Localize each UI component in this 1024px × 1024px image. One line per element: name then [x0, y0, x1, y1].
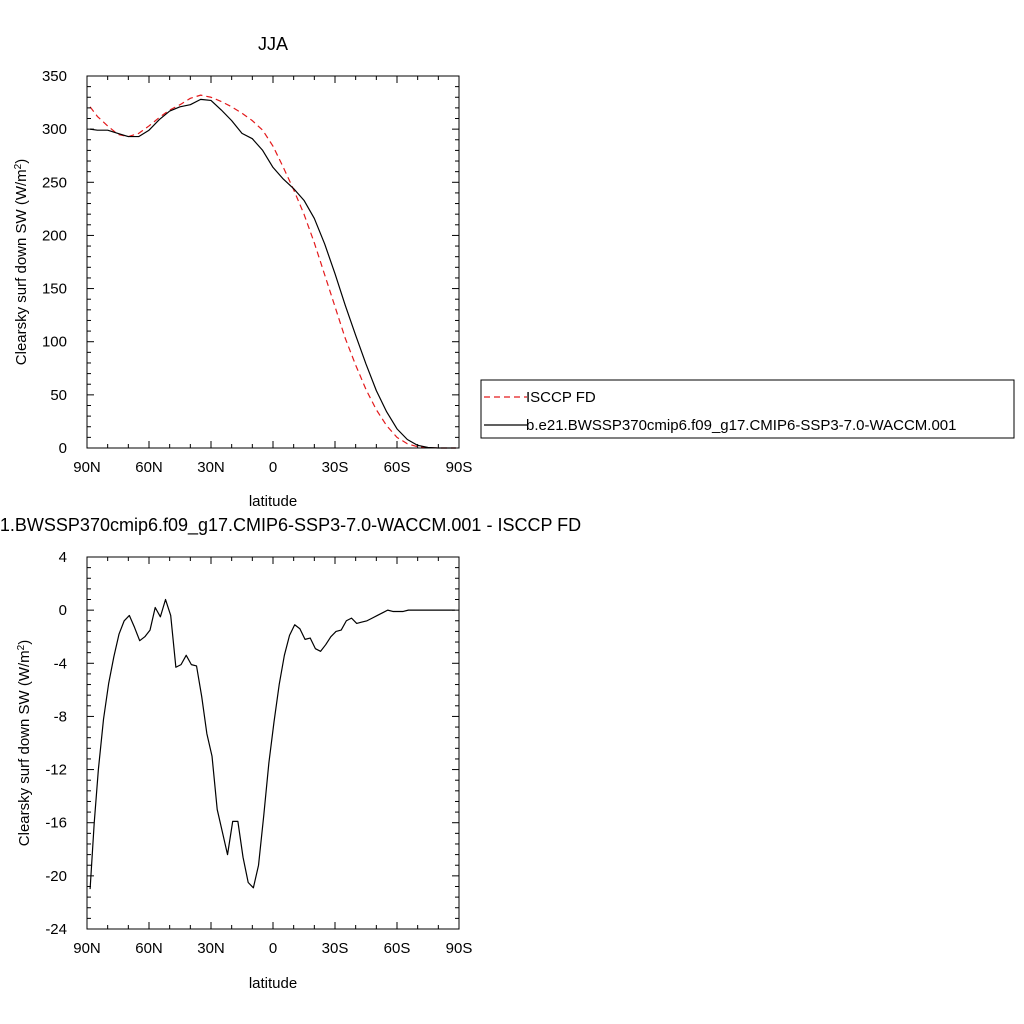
series-line-isccp-fd: [89, 94, 456, 449]
top-y-tick-label: 350: [42, 68, 67, 85]
top-plot-frame: [86, 75, 460, 449]
bottom-y-tick-label: -20: [45, 868, 67, 885]
top-y-tick-label: 200: [42, 227, 67, 244]
legend-box: [480, 379, 1015, 439]
top-y-axis-label: Clearsky surf down SW (W/m2): [13, 159, 31, 365]
bottom-x-tick-label: 0: [269, 940, 277, 957]
bottom-x-tick-label: 30N: [197, 940, 225, 957]
bottom-y-axis-label-sup: 2: [16, 644, 27, 650]
bottom-x-tick-label: 60S: [384, 940, 411, 957]
top-x-tick-label: 30S: [322, 459, 349, 476]
top-axes: 90N 60N 30N 0 30S 60S 90S 0 50 100 150 200 250 300 350: [42, 68, 472, 476]
top-y-tick-label: 250: [42, 174, 67, 191]
top-y-tick-label: 100: [42, 334, 67, 351]
bottom-y-axis-label-end: ): [16, 640, 33, 645]
bottom-y-tick-label: -8: [54, 708, 67, 725]
top-y-tick-label: 50: [50, 387, 67, 404]
top-x-tick-label: 30N: [197, 459, 225, 476]
bottom-y-axis-label-main: Clearsky surf down SW (W/m: [16, 650, 33, 846]
bottom-chart-title: b.e21.BWSSP370cmip6.f09_g17.CMIP6-SSP3-7…: [0, 515, 581, 536]
top-y-axis-label-sup: 2: [13, 163, 24, 169]
difference-series-line: [89, 598, 455, 890]
top-y-tick-label: 0: [59, 440, 67, 457]
legend: ISCCP FD b.e21.BWSSP370cmip6.f09_g17.CMI…: [480, 379, 1015, 439]
top-y-tick-label: 300: [42, 121, 67, 138]
bottom-y-tick-label: 4: [59, 549, 67, 566]
top-x-tick-label: 90N: [73, 459, 101, 476]
bottom-x-tick-label: 30S: [322, 940, 349, 957]
bottom-y-tick-label: -24: [45, 921, 67, 938]
bottom-data-layer: [89, 598, 455, 890]
bottom-axes: 90N 60N 30N 0 30S 60S 90S -24 -20 -16 -12 -8 -4 0 4: [45, 549, 472, 957]
bottom-x-axis-label: latitude: [249, 975, 297, 992]
bottom-y-axis-label: Clearsky surf down SW (W/m2): [16, 640, 34, 846]
top-data-layer: [89, 94, 456, 449]
bottom-x-tick-label: 60N: [135, 940, 163, 957]
top-chart-title: JJA: [258, 34, 288, 54]
bottom-y-tick-label: -4: [54, 655, 67, 672]
top-x-tick-label: 60N: [135, 459, 163, 476]
legend-label-isccp: ISCCP FD: [526, 389, 596, 406]
top-y-axis-label-end: ): [13, 159, 30, 164]
series-line-model: [90, 98, 456, 449]
top-x-axis-label: latitude: [249, 493, 297, 510]
bottom-panel: b.e21.BWSSP370cmip6.f09_g17.CMIP6-SSP3-7…: [0, 515, 581, 992]
top-y-axis-label-main: Clearsky surf down SW (W/m: [13, 169, 30, 365]
bottom-y-tick-label: -12: [45, 762, 67, 779]
top-y-tick-label: 150: [42, 281, 67, 298]
legend-label-model: b.e21.BWSSP370cmip6.f09_g17.CMIP6-SSP3-7…: [526, 417, 956, 434]
top-panel: JJA 90N 60N 30N 0 30S 60S 90S 0 50 100 150 200 250 30…: [13, 34, 1015, 510]
top-x-tick-label: 0: [269, 459, 277, 476]
bottom-plot-frame: [86, 556, 460, 930]
top-x-tick-label: 60S: [384, 459, 411, 476]
bottom-y-tick-label: -16: [45, 815, 67, 832]
bottom-x-tick-label: 90S: [446, 940, 473, 957]
bottom-x-tick-label: 90N: [73, 940, 101, 957]
top-x-tick-label: 90S: [446, 459, 473, 476]
bottom-y-tick-label: 0: [59, 602, 67, 619]
